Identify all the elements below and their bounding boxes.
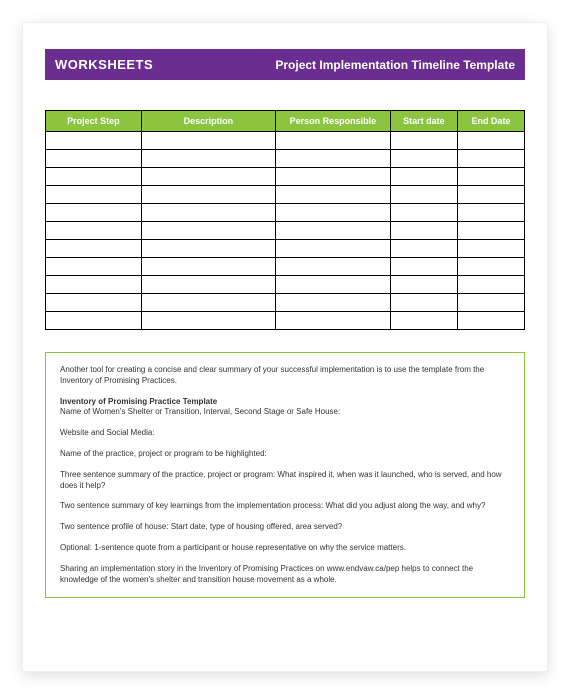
table-cell (275, 168, 390, 186)
table-cell (457, 150, 524, 168)
table-cell (46, 294, 142, 312)
table-row (46, 258, 525, 276)
table-cell (457, 240, 524, 258)
table-cell (457, 204, 524, 222)
table-cell (46, 276, 142, 294)
table-cell (46, 258, 142, 276)
table-cell (275, 150, 390, 168)
table-cell (390, 132, 457, 150)
table-cell (275, 294, 390, 312)
table-row (46, 276, 525, 294)
timeline-table: Project Step Description Person Responsi… (45, 110, 525, 330)
table-body (46, 132, 525, 330)
info-line-sharing: Sharing an implementation story in the I… (60, 564, 510, 586)
info-line-quote: Optional: 1-sentence quote from a partic… (60, 543, 510, 554)
info-line-practice-name: Name of the practice, project or program… (60, 449, 510, 460)
info-line-profile: Two sentence profile of house: Start dat… (60, 522, 510, 533)
info-box: Another tool for creating a concise and … (45, 352, 525, 598)
header-title: Project Implementation Timeline Template (275, 58, 515, 72)
col-header-description: Description (141, 111, 275, 132)
table-cell (46, 168, 142, 186)
info-intro: Another tool for creating a concise and … (60, 365, 510, 387)
info-subtitle: Inventory of Promising Practice Template (60, 397, 510, 408)
table-row (46, 132, 525, 150)
table-cell (141, 168, 275, 186)
table-cell (46, 204, 142, 222)
table-cell (275, 258, 390, 276)
table-cell (457, 222, 524, 240)
table-row (46, 240, 525, 258)
table-cell (390, 258, 457, 276)
table-cell (390, 186, 457, 204)
table-cell (46, 312, 142, 330)
table-cell (46, 240, 142, 258)
table-header-row: Project Step Description Person Responsi… (46, 111, 525, 132)
col-header-step: Project Step (46, 111, 142, 132)
table-cell (141, 276, 275, 294)
table-cell (457, 312, 524, 330)
page: WORKSHEETS Project Implementation Timeli… (22, 22, 548, 672)
table-cell (46, 186, 142, 204)
table-cell (46, 222, 142, 240)
table-cell (275, 240, 390, 258)
table-row (46, 204, 525, 222)
table-cell (141, 150, 275, 168)
table-cell (390, 276, 457, 294)
table-cell (275, 132, 390, 150)
table-cell (457, 186, 524, 204)
table-cell (141, 186, 275, 204)
table-row (46, 312, 525, 330)
table-cell (141, 222, 275, 240)
table-row (46, 222, 525, 240)
header-section-label: WORKSHEETS (55, 57, 153, 72)
table-row (46, 168, 525, 186)
table-cell (141, 132, 275, 150)
info-line-learnings: Two sentence summary of key learnings fr… (60, 501, 510, 512)
table-cell (457, 258, 524, 276)
table-cell (46, 150, 142, 168)
table-cell (457, 168, 524, 186)
table-cell (390, 240, 457, 258)
table-cell (141, 258, 275, 276)
col-header-person: Person Responsible (275, 111, 390, 132)
col-header-end: End Date (457, 111, 524, 132)
table-cell (46, 132, 142, 150)
table-cell (275, 222, 390, 240)
table-cell (275, 312, 390, 330)
table-row (46, 294, 525, 312)
header-bar: WORKSHEETS Project Implementation Timeli… (45, 49, 525, 80)
table-cell (390, 312, 457, 330)
table-cell (390, 294, 457, 312)
table-cell (390, 204, 457, 222)
info-line-summary: Three sentence summary of the practice, … (60, 470, 510, 492)
table-cell (390, 168, 457, 186)
table-cell (457, 276, 524, 294)
table-cell (390, 222, 457, 240)
table-cell (141, 204, 275, 222)
table-cell (275, 204, 390, 222)
info-line-shelter-name: Name of Women's Shelter or Transition, I… (60, 407, 510, 418)
col-header-start: Start date (390, 111, 457, 132)
table-cell (141, 312, 275, 330)
table-cell (275, 276, 390, 294)
table-cell (141, 240, 275, 258)
table-cell (141, 294, 275, 312)
table-row (46, 150, 525, 168)
table-cell (275, 186, 390, 204)
table-row (46, 186, 525, 204)
table-cell (457, 132, 524, 150)
table-cell (457, 294, 524, 312)
info-line-website: Website and Social Media: (60, 428, 510, 439)
table-cell (390, 150, 457, 168)
